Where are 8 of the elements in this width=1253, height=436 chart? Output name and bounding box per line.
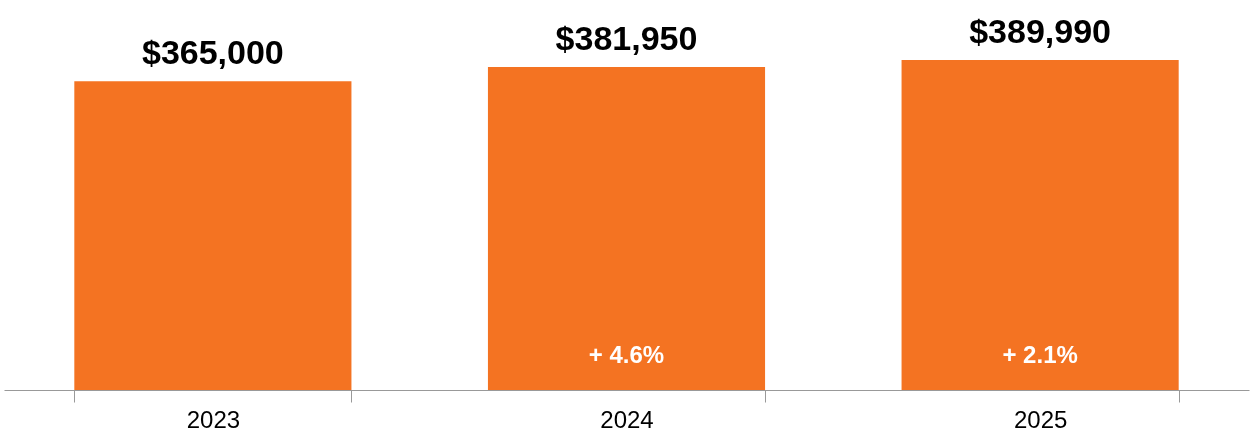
annotation: + 4.6%: [588, 341, 665, 368]
data-label: $381,950: [555, 18, 698, 57]
x-tick-label: 2024: [600, 405, 654, 433]
x-tick-label: 2023: [186, 405, 241, 433]
data-label: $365,000: [141, 33, 284, 72]
data-label: $389,990: [969, 12, 1112, 51]
x-tick-label: 2025: [1013, 405, 1068, 433]
annotation: + 2.1%: [1002, 341, 1078, 368]
